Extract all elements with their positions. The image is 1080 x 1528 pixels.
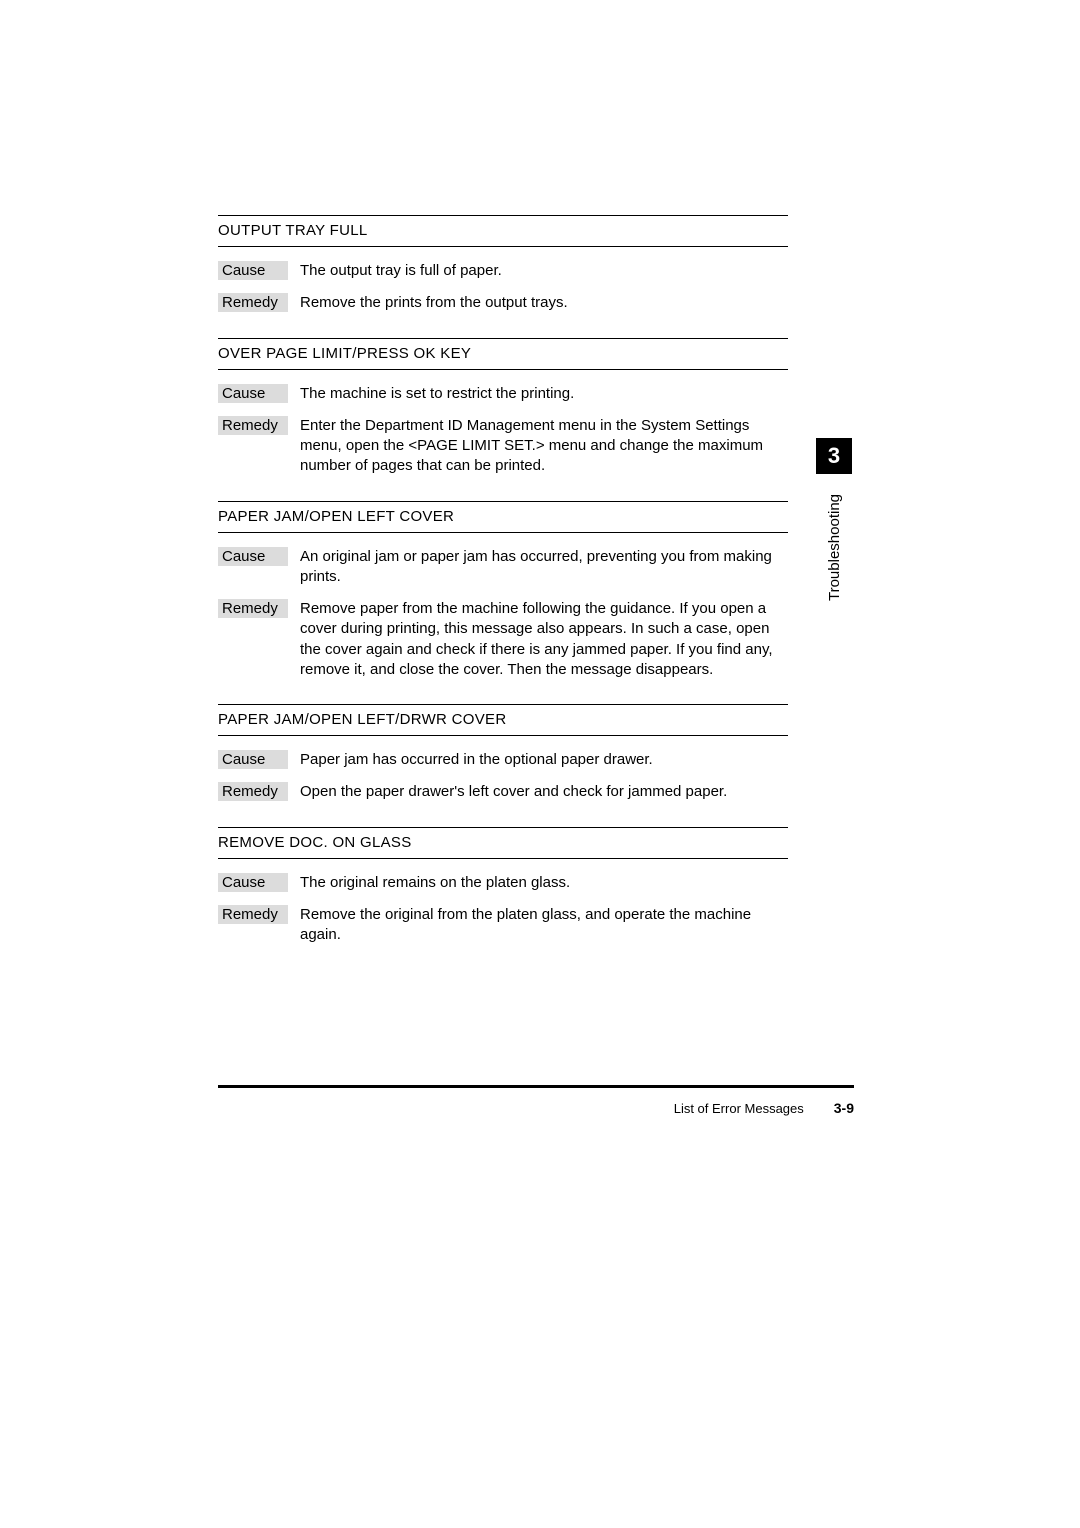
remedy-row: Remedy Open the paper drawer's left cover… xyxy=(218,782,788,802)
message-block: REMOVE DOC. ON GLASS Cause The original re… xyxy=(218,827,788,946)
message-title-row: PAPER JAM/OPEN LEFT/DRWR COVER xyxy=(218,705,788,735)
footer: List of Error Messages 3-9 xyxy=(218,1100,854,1116)
cause-label: Cause xyxy=(218,873,288,892)
cause-row: Cause The original remains on the platen … xyxy=(218,873,788,893)
remedy-label: Remedy xyxy=(218,293,288,312)
message-rows: Cause The original remains on the platen … xyxy=(218,873,788,946)
message-title: PAPER JAM/OPEN LEFT/DRWR COVER xyxy=(218,711,507,728)
cause-text: Paper jam has occurred in the optional p… xyxy=(300,750,788,770)
cause-row: Cause The machine is set to restrict the … xyxy=(218,384,788,404)
cause-row: Cause Paper jam has occurred in the optio… xyxy=(218,750,788,770)
message-block: OUTPUT TRAY FULL Cause The output tray is … xyxy=(218,215,788,314)
remedy-label: Remedy xyxy=(218,416,288,435)
message-rows: Cause Paper jam has occurred in the optio… xyxy=(218,750,788,803)
rule xyxy=(218,858,788,859)
cause-label: Cause xyxy=(218,261,288,280)
message-title: OVER PAGE LIMIT/PRESS OK KEY xyxy=(218,345,471,362)
rule xyxy=(218,532,788,533)
remedy-text: Remove the original from the platen glas… xyxy=(300,905,788,946)
error-message-list: OUTPUT TRAY FULL Cause The output tray is … xyxy=(218,215,788,969)
rule xyxy=(218,246,788,247)
message-block: OVER PAGE LIMIT/PRESS OK KEY Cause The mac… xyxy=(218,338,788,477)
remedy-row: Remedy Remove the original from the plate… xyxy=(218,905,788,946)
chapter-label-container: Troubleshooting xyxy=(816,482,852,612)
footer-rule xyxy=(218,1085,854,1088)
message-rows: Cause The output tray is full of paper. Re… xyxy=(218,261,788,314)
message-title-row: REMOVE DOC. ON GLASS xyxy=(218,828,788,858)
remedy-text: Remove the prints from the output trays. xyxy=(300,293,788,313)
message-title: REMOVE DOC. ON GLASS xyxy=(218,834,412,851)
message-block: PAPER JAM/OPEN LEFT/DRWR COVER Cause Paper… xyxy=(218,704,788,803)
cause-label: Cause xyxy=(218,750,288,769)
message-rows: Cause The machine is set to restrict the … xyxy=(218,384,788,477)
footer-title: List of Error Messages xyxy=(674,1101,804,1116)
remedy-text: Remove paper from the machine following … xyxy=(300,599,788,680)
message-block: PAPER JAM/OPEN LEFT COVER Cause An origina… xyxy=(218,501,788,681)
cause-text: The machine is set to restrict the print… xyxy=(300,384,788,404)
chapter-number: 3 xyxy=(828,443,840,469)
chapter-tab: 3 xyxy=(816,438,852,474)
message-title: OUTPUT TRAY FULL xyxy=(218,222,368,239)
message-rows: Cause An original jam or paper jam has oc… xyxy=(218,547,788,681)
remedy-row: Remedy Remove the prints from the output … xyxy=(218,293,788,313)
message-title: PAPER JAM/OPEN LEFT COVER xyxy=(218,508,454,525)
cause-label: Cause xyxy=(218,547,288,566)
message-title-row: OVER PAGE LIMIT/PRESS OK KEY xyxy=(218,339,788,369)
remedy-row: Remedy Enter the Department ID Management… xyxy=(218,416,788,477)
chapter-label: Troubleshooting xyxy=(826,493,843,600)
rule xyxy=(218,369,788,370)
remedy-label: Remedy xyxy=(218,782,288,801)
remedy-label: Remedy xyxy=(218,599,288,618)
rule xyxy=(218,735,788,736)
cause-text: The output tray is full of paper. xyxy=(300,261,788,281)
remedy-label: Remedy xyxy=(218,905,288,924)
remedy-text: Enter the Department ID Management menu … xyxy=(300,416,788,477)
remedy-text: Open the paper drawer's left cover and c… xyxy=(300,782,788,802)
footer-page: 3-9 xyxy=(834,1100,854,1116)
cause-text: An original jam or paper jam has occurre… xyxy=(300,547,788,588)
remedy-row: Remedy Remove paper from the machine foll… xyxy=(218,599,788,680)
cause-text: The original remains on the platen glass… xyxy=(300,873,788,893)
message-title-row: OUTPUT TRAY FULL xyxy=(218,216,788,246)
message-title-row: PAPER JAM/OPEN LEFT COVER xyxy=(218,502,788,532)
cause-row: Cause An original jam or paper jam has oc… xyxy=(218,547,788,588)
cause-row: Cause The output tray is full of paper. xyxy=(218,261,788,281)
cause-label: Cause xyxy=(218,384,288,403)
